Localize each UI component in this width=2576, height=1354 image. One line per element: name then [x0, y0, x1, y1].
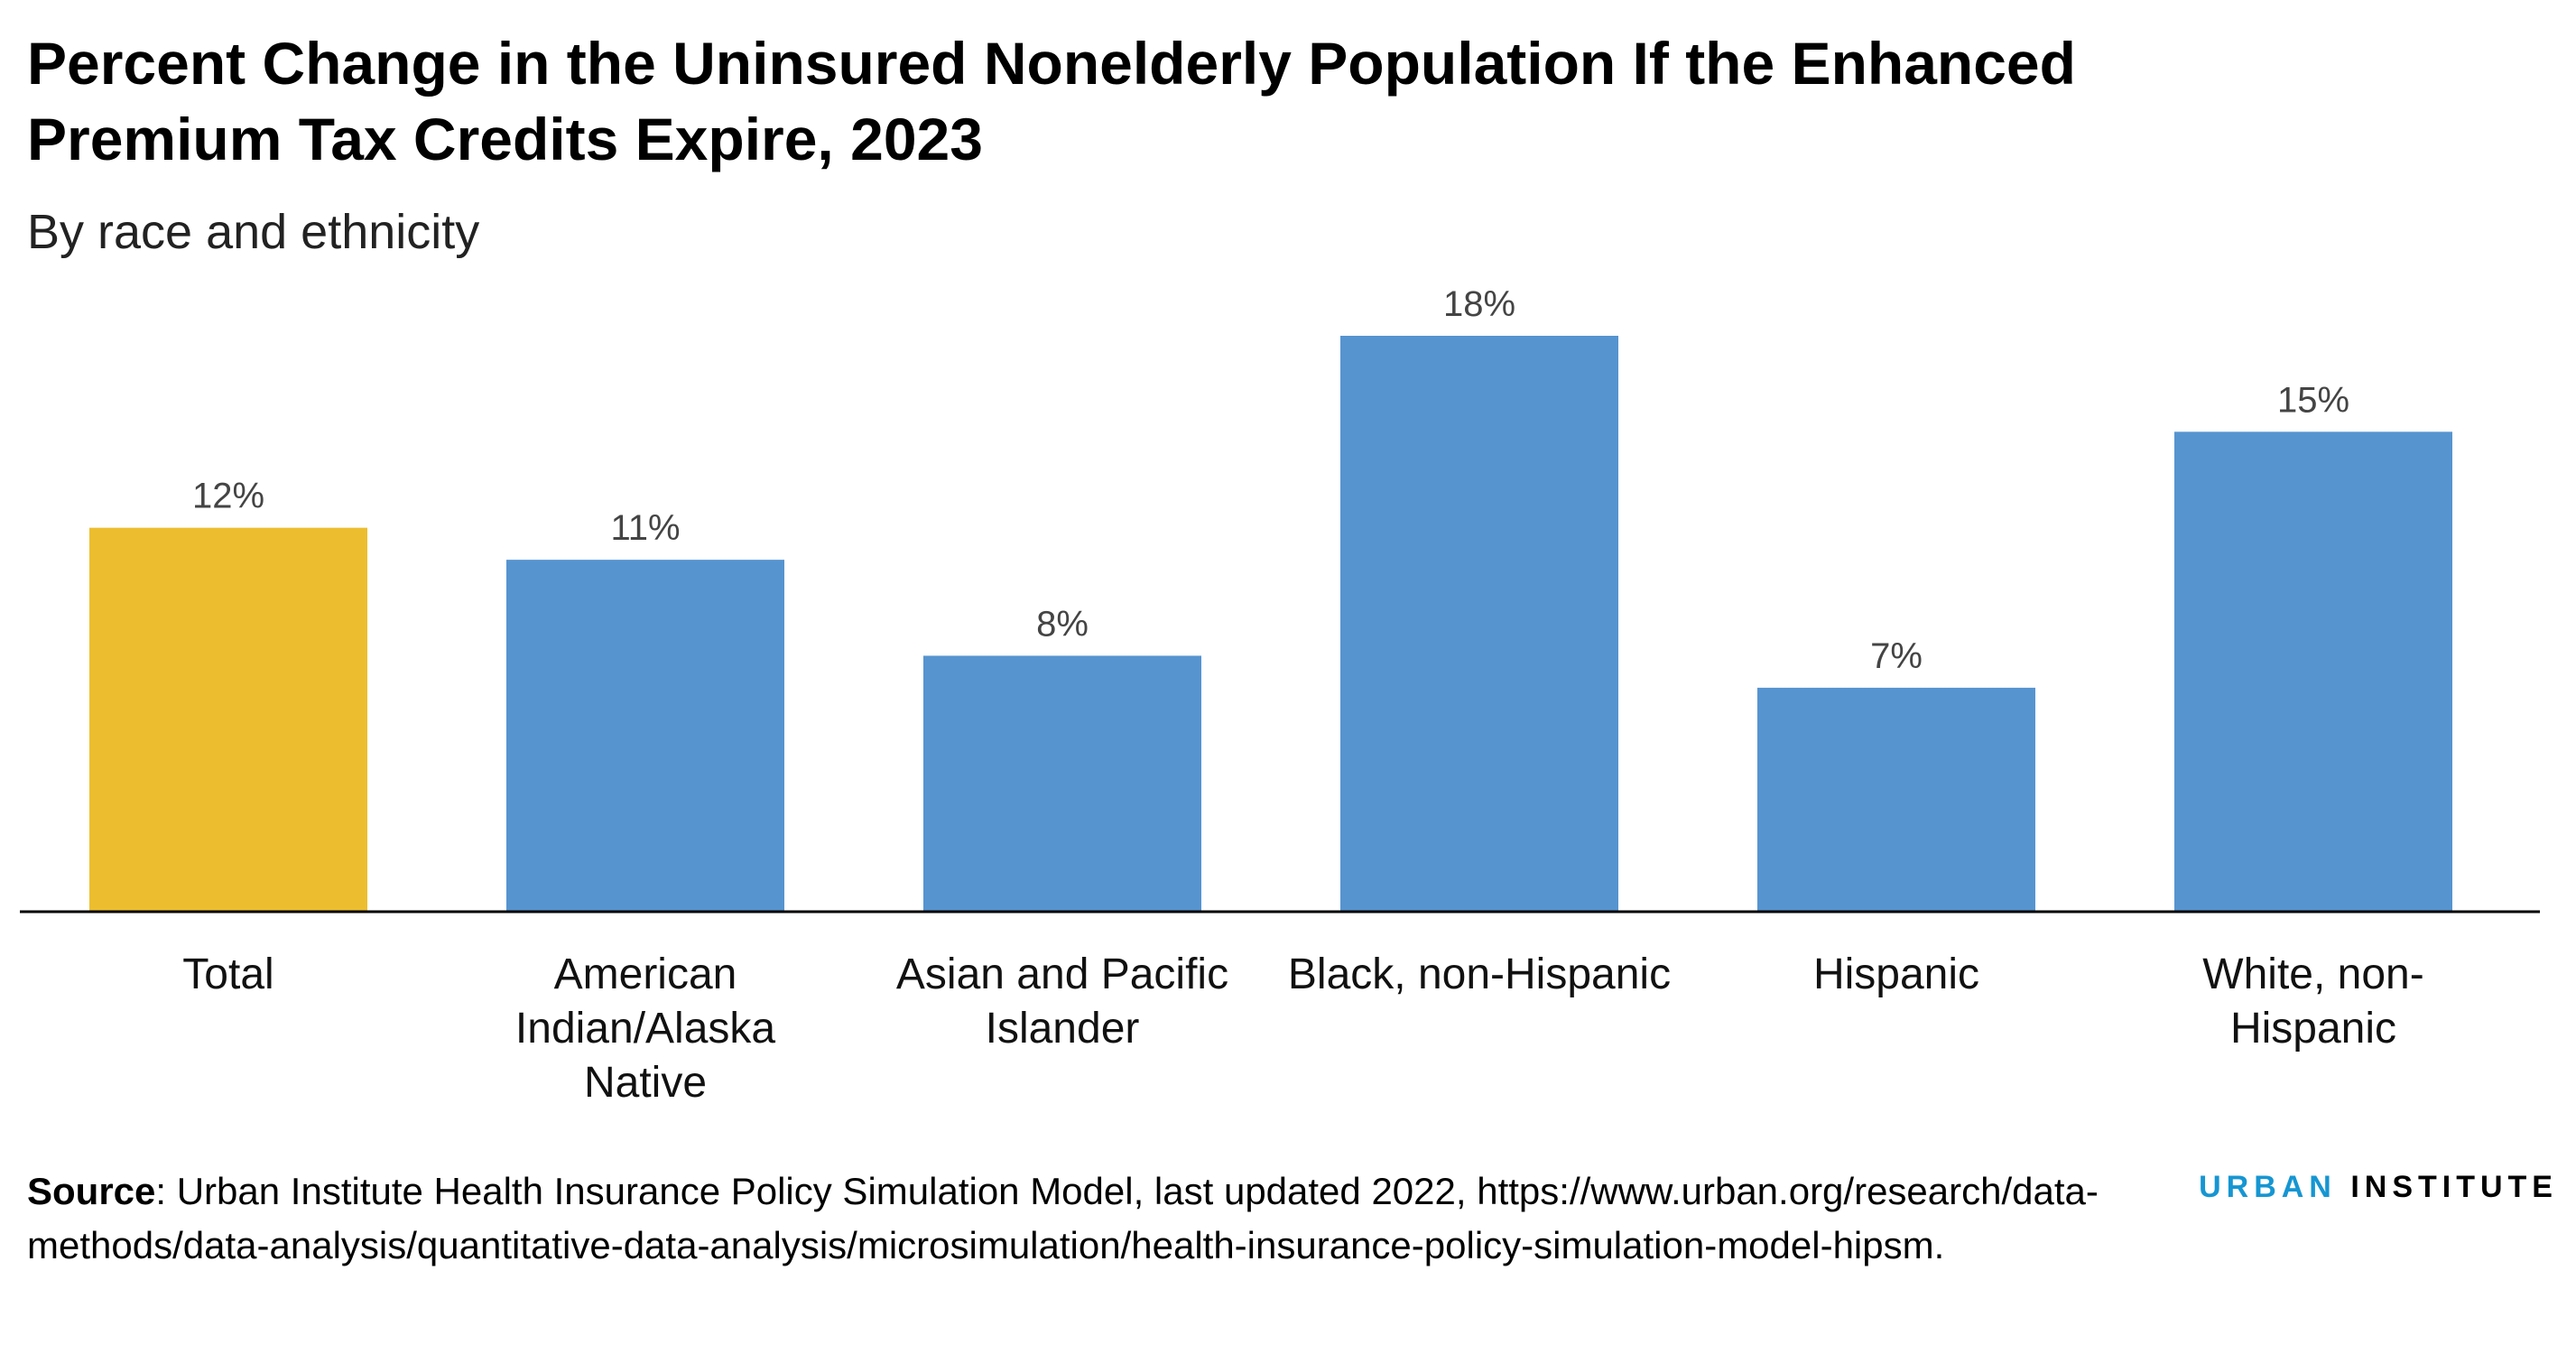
value-label-5: 15%: [2277, 380, 2349, 420]
chart-subtitle: By race and ethnicity: [27, 205, 480, 259]
category-label-5: White, non- Hispanic: [2202, 951, 2424, 1053]
source-text: : Urban Institute Health Insurance Polic…: [27, 1170, 2099, 1266]
category-label-1: American Indian/Alaska Native: [514, 951, 776, 1107]
category-label-2: Asian and Pacific Islander: [895, 951, 1229, 1053]
value-label-0: 12%: [192, 477, 264, 516]
logo-institute: INSTITUTE: [2350, 1170, 2558, 1204]
value-label-1: 11%: [610, 508, 680, 548]
bar-4: [1757, 687, 2035, 912]
bar-2: [923, 655, 1201, 912]
source-note: Source: Urban Institute Health Insurance…: [27, 1164, 2238, 1273]
category-label-4: Hispanic: [1812, 951, 1980, 998]
value-label-3: 18%: [1443, 284, 1515, 324]
urban-institute-logo: URBAN INSTITUTE: [2199, 1170, 2558, 1205]
bar-0: [89, 527, 367, 912]
category-label-0: Total: [182, 951, 274, 998]
chart-title: Percent Change in the Uninsured Nonelder…: [27, 30, 2076, 172]
logo-urban: URBAN: [2199, 1170, 2337, 1204]
value-label-4: 7%: [1870, 636, 1923, 676]
value-label-2: 8%: [1036, 604, 1089, 644]
category-label-3: Black, non-Hispanic: [1287, 951, 1672, 998]
bar-chart: 12% 11% 8% 18% 7% 15%: [20, 284, 2540, 913]
bar-3: [1340, 336, 1618, 912]
bar-5: [2174, 431, 2452, 912]
bar-1: [506, 560, 784, 912]
source-label: Source: [27, 1170, 156, 1212]
